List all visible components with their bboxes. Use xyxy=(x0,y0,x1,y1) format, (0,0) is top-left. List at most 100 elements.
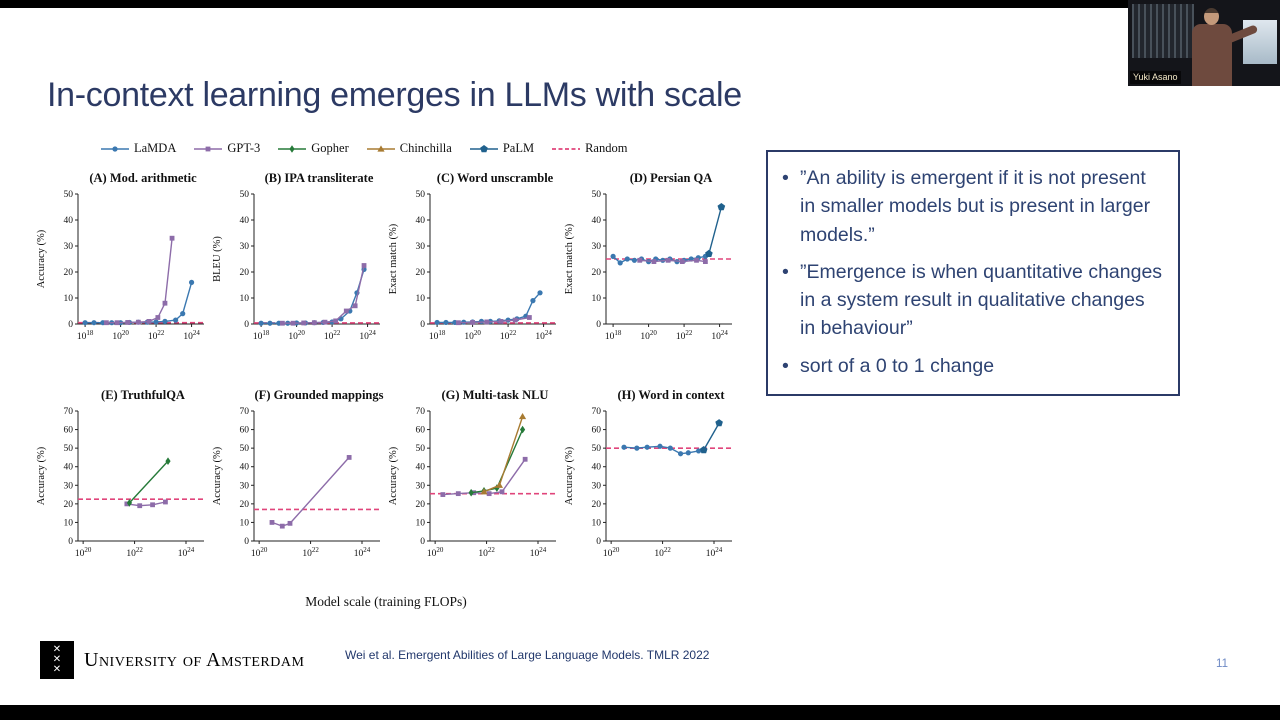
svg-text:0: 0 xyxy=(596,320,601,330)
svg-text:1020: 1020 xyxy=(464,329,481,342)
svg-text:1020: 1020 xyxy=(640,329,657,342)
svg-text:0: 0 xyxy=(68,537,73,547)
svg-text:40: 40 xyxy=(64,216,74,226)
svg-text:(E) TruthfulQA: (E) TruthfulQA xyxy=(101,388,185,402)
office-window-backdrop xyxy=(1132,4,1194,58)
legend-label: Gopher xyxy=(311,141,349,155)
svg-text:1024: 1024 xyxy=(711,329,728,342)
svg-text:1022: 1022 xyxy=(148,329,165,342)
svg-text:50: 50 xyxy=(240,444,250,454)
svg-text:30: 30 xyxy=(416,481,426,491)
svg-text:20: 20 xyxy=(64,500,74,510)
page-title: In-context learning emerges in LLMs with… xyxy=(47,76,742,114)
svg-text:40: 40 xyxy=(64,463,74,473)
svg-text:40: 40 xyxy=(592,216,602,226)
page-number: 11 xyxy=(1216,658,1228,670)
svg-text:40: 40 xyxy=(416,463,426,473)
svg-text:30: 30 xyxy=(240,242,250,252)
svg-text:50: 50 xyxy=(240,190,250,200)
svg-text:Accuracy (%): Accuracy (%) xyxy=(212,446,223,505)
svg-text:1020: 1020 xyxy=(75,546,92,559)
legend-label: PaLM xyxy=(502,141,535,155)
svg-text:10: 10 xyxy=(64,294,74,304)
chart-row-2: (E) TruthfulQA Accuracy (%) 0 10 20 30 40 50 60 7… xyxy=(34,383,738,583)
svg-text:20: 20 xyxy=(64,268,74,278)
svg-text:60: 60 xyxy=(416,426,426,436)
svg-text:1024: 1024 xyxy=(706,546,723,559)
letterbox-top xyxy=(0,0,1280,8)
svg-text:50: 50 xyxy=(64,444,74,454)
speaker-figure xyxy=(1192,24,1232,86)
svg-text:40: 40 xyxy=(240,216,250,226)
svg-text:30: 30 xyxy=(592,242,602,252)
svg-text:1020: 1020 xyxy=(603,546,620,559)
svg-text:30: 30 xyxy=(240,481,250,491)
svg-text:30: 30 xyxy=(64,481,74,491)
letterbox-bottom xyxy=(0,705,1280,720)
svg-text:1020: 1020 xyxy=(427,546,444,559)
svg-text:10: 10 xyxy=(592,294,602,304)
svg-text:30: 30 xyxy=(64,242,74,252)
definition-box: ”An ability is emergent if it is not pre… xyxy=(766,150,1180,396)
svg-text:70: 70 xyxy=(592,407,602,417)
university-name: University of Amsterdam xyxy=(84,648,305,671)
svg-text:10: 10 xyxy=(416,518,426,528)
svg-text:1020: 1020 xyxy=(112,329,129,342)
svg-text:(D) Persian QA: (D) Persian QA xyxy=(630,171,713,185)
webcam-overlay: Yuki Asano xyxy=(1128,0,1280,86)
svg-text:1018: 1018 xyxy=(429,329,446,342)
svg-text:10: 10 xyxy=(240,294,250,304)
legend-item-lamda: LaMDA xyxy=(100,141,176,156)
svg-text:0: 0 xyxy=(420,320,425,330)
svg-text:0: 0 xyxy=(596,537,601,547)
speaker-head xyxy=(1204,8,1219,25)
svg-text:1018: 1018 xyxy=(253,329,270,342)
svg-text:1018: 1018 xyxy=(605,329,622,342)
svg-text:1024: 1024 xyxy=(530,546,547,559)
slide: In-context learning emerges in LLMs with… xyxy=(0,8,1280,705)
svg-text:(A) Mod. arithmetic: (A) Mod. arithmetic xyxy=(89,171,197,185)
svg-text:(H) Word in context: (H) Word in context xyxy=(617,388,725,402)
svg-text:50: 50 xyxy=(592,444,602,454)
svg-text:10: 10 xyxy=(240,518,250,528)
svg-text:50: 50 xyxy=(64,190,74,200)
svg-text:1020: 1020 xyxy=(288,329,305,342)
svg-text:0: 0 xyxy=(68,320,73,330)
svg-text:70: 70 xyxy=(240,407,250,417)
svg-text:70: 70 xyxy=(64,407,74,417)
svg-text:(G) Multi-task NLU: (G) Multi-task NLU xyxy=(442,388,549,402)
svg-text:0: 0 xyxy=(244,320,249,330)
svg-text:Accuracy (%): Accuracy (%) xyxy=(564,446,575,505)
svg-text:0: 0 xyxy=(244,537,249,547)
svg-text:1022: 1022 xyxy=(676,329,693,342)
legend-item-random: Random xyxy=(551,141,627,156)
svg-text:1024: 1024 xyxy=(354,546,371,559)
bullet-list: ”An ability is emergent if it is not pre… xyxy=(778,164,1164,380)
legend-item-palm: PaLM xyxy=(469,141,534,156)
legend-item-chinchilla: Chinchilla xyxy=(366,141,452,156)
chart-row-1: (A) Mod. arithmetic Accuracy (%) 0 10 20 30 40… xyxy=(34,166,738,366)
svg-text:40: 40 xyxy=(592,463,602,473)
svg-text:1024: 1024 xyxy=(359,329,376,342)
svg-text:1022: 1022 xyxy=(126,546,143,559)
svg-text:1024: 1024 xyxy=(178,546,195,559)
legend-label: GPT-3 xyxy=(227,141,261,155)
svg-text:30: 30 xyxy=(592,481,602,491)
legend-label: LaMDA xyxy=(134,141,177,155)
svg-text:Exact match (%): Exact match (%) xyxy=(388,223,399,294)
svg-text:60: 60 xyxy=(592,426,602,436)
svg-text:40: 40 xyxy=(416,216,426,226)
uva-flag-icon: ✕ ✕ ✕ xyxy=(40,641,74,679)
svg-text:1022: 1022 xyxy=(500,329,517,342)
svg-text:1022: 1022 xyxy=(654,546,671,559)
university-logo: ✕ ✕ ✕ University of Amsterdam xyxy=(40,641,304,679)
